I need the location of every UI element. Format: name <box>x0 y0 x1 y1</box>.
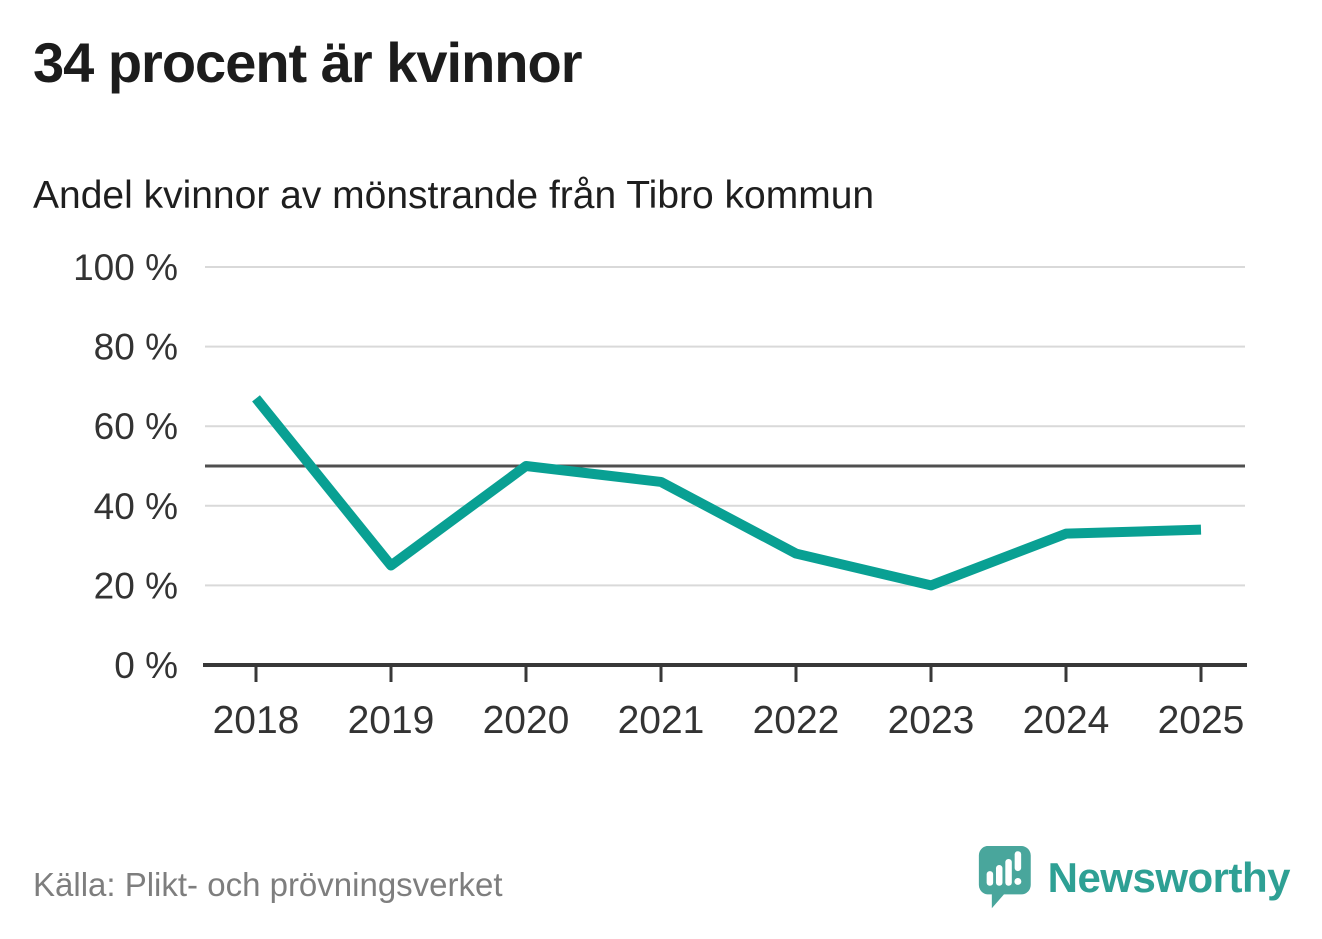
logo-exclamation-bar <box>1014 851 1022 872</box>
x-tick-label: 2020 <box>483 699 570 742</box>
brand-logo: Newsworthy <box>978 838 1291 918</box>
x-tick-label: 2021 <box>618 699 705 742</box>
source-label: Källa: Plikt- och prövningsverket <box>33 866 503 903</box>
y-tick-label: 60 % <box>94 406 178 447</box>
y-tick-label: 100 % <box>73 247 178 288</box>
x-tick-label: 2022 <box>753 699 840 742</box>
newsworthy-logo-icon <box>978 846 1031 909</box>
y-tick-label: 80 % <box>94 327 178 368</box>
logo-bar-2 <box>995 865 1003 886</box>
x-tick-label: 2024 <box>1023 699 1110 742</box>
logo-bar-3 <box>1005 858 1012 886</box>
y-tick-label: 0 % <box>114 645 178 686</box>
logo-bar-1 <box>986 871 994 886</box>
page-title: 34 procent är kvinnor <box>33 31 583 94</box>
data-line-andel-kvinnor <box>252 395 1202 591</box>
logo-exclamation-dot <box>1014 878 1022 885</box>
x-tick-label: 2018 <box>213 699 300 742</box>
chart-subtitle: Andel kvinnor av mönstrande från Tibro k… <box>33 174 875 217</box>
x-tick-label: 2019 <box>348 699 435 742</box>
logo-bubble-shape <box>978 846 1031 909</box>
x-tick-label: 2023 <box>888 699 975 742</box>
y-tick-label: 20 % <box>94 565 178 606</box>
brand-name: Newsworthy <box>1047 854 1291 901</box>
y-tick-label: 40 % <box>94 486 178 527</box>
x-tick-label: 2025 <box>1158 699 1245 742</box>
